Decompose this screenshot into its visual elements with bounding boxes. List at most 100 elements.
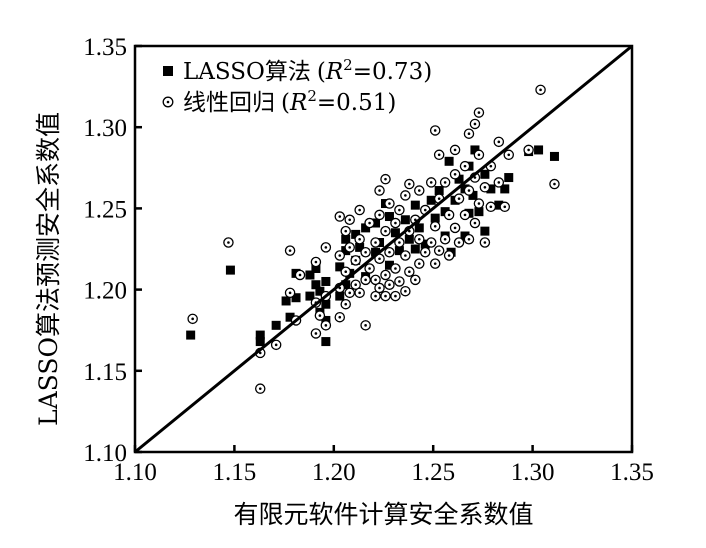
circle-center xyxy=(539,88,542,92)
lasso-point xyxy=(394,246,404,256)
linear-regression-point xyxy=(493,177,505,188)
linear-regression-point xyxy=(523,144,534,156)
linear-regression-point xyxy=(414,258,425,269)
lasso-point xyxy=(468,190,478,200)
circle-center xyxy=(338,315,342,319)
circle-center xyxy=(497,140,501,144)
legend-circle-center xyxy=(166,100,170,104)
lasso-point xyxy=(420,239,430,249)
linear-regression-point xyxy=(549,178,560,190)
circle-center xyxy=(338,254,342,257)
linear-regression-point xyxy=(344,242,355,253)
lasso-point xyxy=(504,173,514,183)
circle-center xyxy=(384,229,387,233)
linear-regression-point xyxy=(254,383,266,394)
linear-regression-point xyxy=(469,118,481,130)
linear-regression-point xyxy=(390,217,401,229)
linear-regression-point xyxy=(394,276,405,287)
axis-ticks: 1.10 1.15 1.20 1.25 1.30 1.35 1.10 1.15 1.20 1.25… xyxy=(83,34,654,486)
circle-center xyxy=(477,202,481,205)
legend-value: =0.73 xyxy=(353,59,423,85)
circle-center xyxy=(364,250,367,254)
linear-regression-point xyxy=(400,250,411,261)
y-tick-label: 1.30 xyxy=(83,115,127,142)
lasso-point xyxy=(351,229,361,239)
linear-regression-point xyxy=(384,246,395,258)
circle-center xyxy=(408,229,411,233)
circle-center xyxy=(527,148,530,152)
circle-center xyxy=(258,351,262,355)
linear-regression-point xyxy=(334,211,346,222)
linear-regression-point xyxy=(400,285,411,297)
linear-regression-point xyxy=(284,245,296,256)
legend-close-paren: ) xyxy=(423,59,432,85)
lasso-point xyxy=(225,265,235,275)
lasso-point xyxy=(384,212,394,222)
circle-center xyxy=(388,283,391,287)
circle-center xyxy=(483,241,487,244)
linear-regression-point xyxy=(380,225,391,237)
x-tick-label: 1.30 xyxy=(511,459,555,486)
circle-center xyxy=(388,202,391,205)
linear-regression-point xyxy=(370,237,381,248)
lasso-point xyxy=(430,213,440,223)
linear-regression-point xyxy=(340,266,351,277)
circle-center xyxy=(553,182,556,186)
linear-regression-point xyxy=(340,225,351,237)
lasso-point xyxy=(355,242,365,252)
linear-regression-point xyxy=(449,222,461,234)
lasso-point xyxy=(271,320,281,330)
linear-regression-point xyxy=(334,250,346,261)
linear-regression-point xyxy=(425,237,437,248)
y-axis-title: LASSO算法预测安全系数值 xyxy=(34,112,63,426)
lasso-point xyxy=(410,200,420,210)
circle-center xyxy=(453,172,457,176)
lasso-point xyxy=(255,330,265,340)
linear-regression-point xyxy=(473,149,485,161)
circle-center xyxy=(404,194,407,197)
linear-regression-point xyxy=(439,234,451,245)
linear-regression-point xyxy=(419,246,431,258)
circle-center xyxy=(414,278,417,282)
linear-regression-point xyxy=(493,136,505,148)
linear-regression-point xyxy=(453,237,465,248)
linear-regression-point xyxy=(310,256,322,268)
legend-label: 线性回归 (R2=0.51) xyxy=(183,87,396,116)
linear-regression-point xyxy=(459,160,471,172)
circle-center xyxy=(443,181,447,184)
circle-center xyxy=(378,213,381,217)
circle-center xyxy=(417,237,421,241)
circle-center xyxy=(288,291,292,295)
legend-exponent: 2 xyxy=(343,56,353,74)
circle-center xyxy=(453,226,457,230)
legend-square-marker xyxy=(163,66,173,76)
linear-regression-point xyxy=(394,204,405,216)
linear-regression-point xyxy=(433,245,445,256)
circle-center xyxy=(354,259,357,262)
lasso-point xyxy=(335,291,345,301)
plot-frame xyxy=(133,44,634,454)
circle-center xyxy=(404,254,407,257)
circle-center xyxy=(368,221,371,225)
lasso-point xyxy=(500,184,510,194)
linear-regression-point xyxy=(360,320,371,331)
lasso-point xyxy=(390,228,400,238)
lasso-point xyxy=(384,260,394,270)
circle-center xyxy=(191,317,194,321)
lasso-point xyxy=(341,280,351,290)
linear-regression-point xyxy=(380,290,391,302)
linear-regression-point xyxy=(479,237,491,248)
linear-regression-point xyxy=(380,173,391,185)
circle-center xyxy=(463,213,467,217)
lasso-point xyxy=(371,247,381,257)
circle-center xyxy=(338,286,342,290)
circle-center xyxy=(344,270,348,274)
lasso-point xyxy=(255,337,265,347)
x-axis-title: 有限元软件计算安全系数值 xyxy=(233,500,533,529)
circle-center xyxy=(429,241,433,244)
circle-center xyxy=(473,221,477,225)
y-tick-label: 1.35 xyxy=(83,34,127,61)
circle-center xyxy=(374,294,377,298)
lasso-point xyxy=(426,195,436,205)
lasso-point xyxy=(454,174,464,184)
